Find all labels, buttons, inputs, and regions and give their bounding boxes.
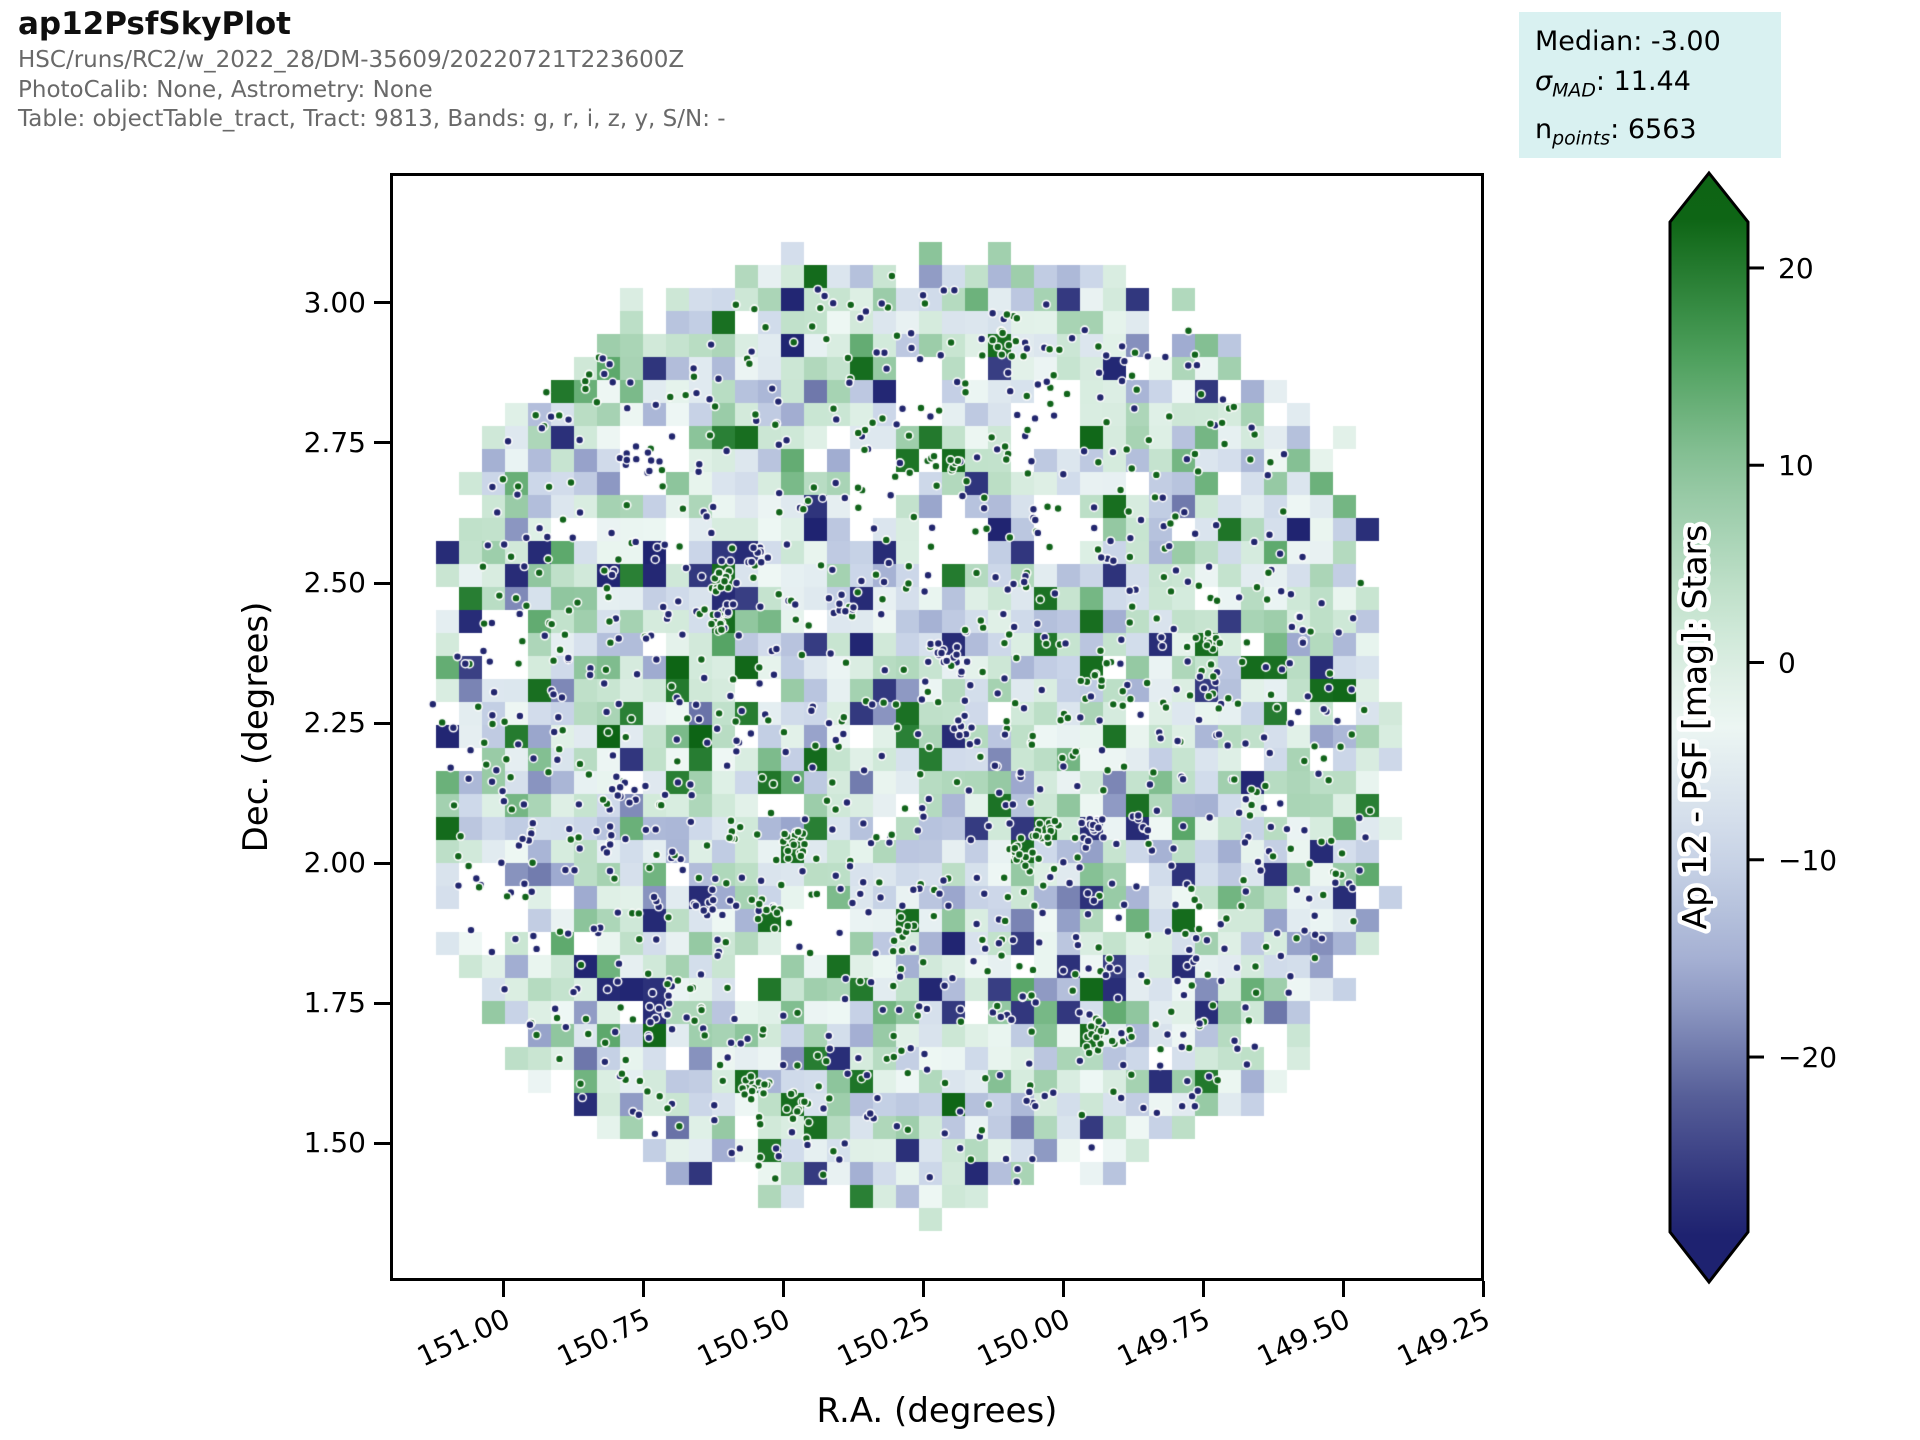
y-tick-mark bbox=[374, 721, 390, 725]
stat-npoints: npoints: 6563 bbox=[1535, 114, 1697, 150]
x-tick-mark bbox=[1341, 1281, 1345, 1297]
y-axis-label: Dec. (degrees) bbox=[236, 601, 276, 853]
colorbar-label: Ap 12 - PSF [mag]: Stars bbox=[1675, 525, 1714, 930]
y-tick-mark bbox=[374, 1141, 390, 1145]
table-info-line: Table: objectTable_tract, Tract: 9813, B… bbox=[18, 106, 726, 132]
x-axis-label: R.A. (degrees) bbox=[816, 1391, 1058, 1431]
page-title: ap12PsfSkyPlot bbox=[18, 6, 291, 42]
y-tick-label: 1.50 bbox=[303, 1126, 366, 1160]
colorbar-tick-label: 0 bbox=[1778, 646, 1796, 679]
stat-sigma-mad: σMAD: 11.44 bbox=[1535, 66, 1691, 102]
x-tick-mark bbox=[1061, 1281, 1065, 1297]
x-tick-mark bbox=[781, 1281, 785, 1297]
x-tick-mark bbox=[921, 1281, 925, 1297]
y-tick-mark bbox=[374, 441, 390, 445]
calib-info-line: PhotoCalib: None, Astrometry: None bbox=[18, 76, 433, 103]
colorbar-tick-label: 20 bbox=[1778, 252, 1814, 285]
figure-subtitle: HSC/runs/RC2/w_2022_28/DM-35609/20220721… bbox=[18, 46, 726, 135]
stat-median: Median: -3.00 bbox=[1535, 26, 1721, 57]
x-tick-mark bbox=[1481, 1281, 1485, 1297]
sky-plot-canvas bbox=[390, 173, 1484, 1281]
colorbar-tick-label: −10 bbox=[1778, 844, 1837, 877]
y-tick-mark bbox=[374, 581, 390, 585]
colorbar-ticks: 20 10 0 −10 −20 bbox=[1748, 252, 1837, 1074]
colorbar-tick-label: 10 bbox=[1778, 449, 1814, 482]
y-tick-mark bbox=[374, 1001, 390, 1005]
plot-frame bbox=[390, 173, 1484, 1281]
x-tick-mark bbox=[501, 1281, 505, 1297]
colorbar-tick-label: −20 bbox=[1778, 1041, 1837, 1074]
y-tick-mark bbox=[374, 861, 390, 865]
y-tick-label: 1.75 bbox=[303, 986, 366, 1020]
colorbar-gradient-bar bbox=[1668, 170, 1750, 1285]
stats-box: Median: -3.00 σMAD: 11.44 npoints: 6563 bbox=[1519, 12, 1781, 158]
y-tick-label: 3.00 bbox=[303, 285, 366, 319]
x-tick-mark bbox=[641, 1281, 645, 1297]
y-tick-label: 2.25 bbox=[303, 706, 366, 740]
y-tick-mark bbox=[374, 301, 390, 305]
y-tick-label: 2.75 bbox=[303, 425, 366, 459]
y-tick-label: 2.50 bbox=[303, 566, 366, 600]
run-info-line: HSC/runs/RC2/w_2022_28/DM-35609/20220721… bbox=[18, 47, 685, 73]
y-tick-label: 2.00 bbox=[303, 846, 366, 880]
x-tick-mark bbox=[1201, 1281, 1205, 1297]
